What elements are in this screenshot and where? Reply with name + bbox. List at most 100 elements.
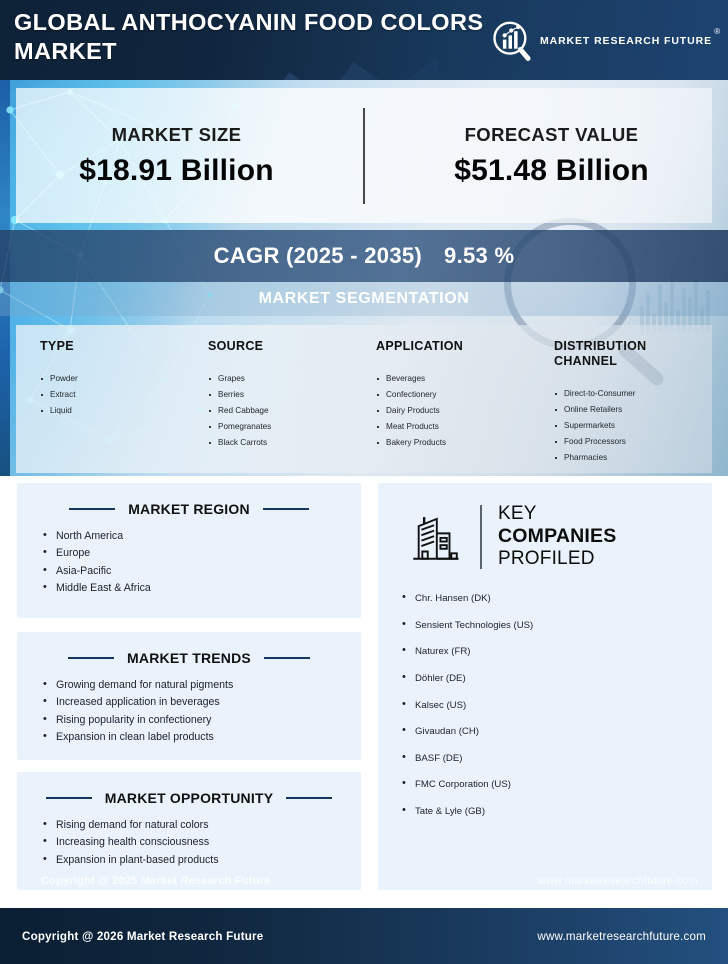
- footer-url[interactable]: www.marketresearchfuture.com: [537, 929, 706, 943]
- list-item: Powder: [40, 371, 188, 387]
- list-item: Chr. Hansen (DK): [402, 592, 712, 604]
- key-companies-title: KEY COMPANIES PROFILED: [498, 503, 616, 570]
- segmentation-column-application: APPLICATION Beverages Confectionery Dair…: [366, 339, 544, 473]
- segmentation-column-type: TYPE Powder Extract Liquid: [16, 339, 198, 473]
- segmentation-list-distribution-channel: Direct-to-Consumer Online Retailers Supe…: [554, 386, 702, 466]
- segmentation-column-title: DISTRIBUTION CHANNEL: [554, 339, 647, 368]
- list-item: Givaudan (CH): [402, 725, 712, 737]
- segmentation-column-distribution-channel: DISTRIBUTION CHANNEL Direct-to-Consumer …: [544, 339, 712, 473]
- list-item: Bakery Products: [376, 435, 534, 451]
- list-item: Confectionery: [376, 387, 534, 403]
- list-item: Expansion in clean label products: [43, 728, 361, 746]
- market-opportunity-list: Rising demand for natural colors Increas…: [43, 816, 361, 869]
- title-dash-right-icon: [286, 796, 333, 800]
- list-item: FMC Corporation (US): [402, 778, 712, 790]
- title-dash-left-icon: [45, 796, 92, 800]
- list-item: Berries: [208, 387, 356, 403]
- page-header: GLOBAL ANTHOCYANIN FOOD COLORS MARKET MA…: [0, 0, 728, 82]
- segmentation-list-application: Beverages Confectionery Dairy Products M…: [376, 371, 534, 451]
- background-bar-chart-decoration: [640, 276, 710, 332]
- brand-logo-label: MARKET RESEARCH FUTURE: [539, 35, 712, 47]
- list-item: Rising demand for natural colors: [43, 816, 361, 834]
- list-item: Rising popularity in confectionery: [43, 711, 361, 729]
- segmentation-column-title: SOURCE: [208, 339, 264, 353]
- title-dash-left-icon: [68, 656, 115, 660]
- list-item: Extract: [40, 387, 188, 403]
- list-item: Asia-Pacific: [43, 562, 361, 580]
- list-item: Naturex (FR): [402, 646, 712, 657]
- title-dash-right-icon: [262, 507, 309, 511]
- watermark-copyright: Copyright @ 2025 Market Research Future: [41, 875, 271, 887]
- list-item: Increasing health consciousness: [43, 833, 361, 851]
- page-footer: Copyright @ 2026 Market Research Future …: [0, 908, 728, 964]
- market-trends-panel: MARKET TRENDS Growing demand for natural…: [17, 632, 361, 760]
- list-item: Black Carrots: [208, 435, 356, 451]
- market-region-title: MARKET REGION: [128, 501, 250, 517]
- magnifier-bar-chart-logo-icon: [491, 20, 533, 62]
- market-region-title-row: MARKET REGION: [17, 501, 361, 517]
- registered-trademark-icon: ®: [714, 27, 721, 36]
- cagr-label: CAGR (2025 - 2035): [213, 243, 423, 268]
- key-companies-title-line2: COMPANIES: [498, 525, 617, 548]
- cagr-band: CAGR (2025 - 2035) 9.53 %: [0, 230, 728, 282]
- title-dash-left-icon: [69, 507, 116, 511]
- list-item: Europe: [43, 544, 361, 562]
- segmentation-list-source: Grapes Berries Red Cabbage Pomegranates …: [208, 371, 356, 451]
- office-building-icon: [406, 508, 464, 566]
- market-trends-list: Growing demand for natural pigments Incr…: [43, 676, 361, 746]
- watermark-url: www.marketresearchfuture.com: [537, 875, 698, 887]
- list-item: Pomegranates: [208, 419, 356, 435]
- market-trends-title: MARKET TRENDS: [127, 650, 251, 666]
- list-item: Direct-to-Consumer: [554, 386, 702, 402]
- segmentation-column-title: APPLICATION: [376, 339, 464, 353]
- list-item: Increased application in beverages: [43, 693, 361, 711]
- forecast-value-label: FORECAST VALUE: [464, 123, 639, 145]
- forecast-value-block: FORECAST VALUE $51.48 Billion: [365, 124, 712, 188]
- cagr-value: 9.53 %: [444, 243, 515, 268]
- segmentation-list-type: Powder Extract Liquid: [40, 371, 188, 419]
- market-size-value: $18.91 Billion: [79, 153, 274, 187]
- list-item: Supermarkets: [554, 418, 702, 434]
- market-opportunity-title-row: MARKET OPPORTUNITY: [17, 790, 361, 806]
- list-item: Tate & Lyle (GB): [402, 805, 712, 817]
- list-item: BASF (DE): [402, 752, 712, 764]
- market-size-block: MARKET SIZE $18.91 Billion: [16, 124, 363, 188]
- market-segmentation-heading: MARKET SEGMENTATION: [0, 282, 728, 316]
- market-region-panel: MARKET REGION North America Europe Asia-…: [17, 483, 361, 618]
- list-item: Red Cabbage: [208, 403, 356, 419]
- market-segmentation-heading-label: MARKET SEGMENTATION: [258, 290, 470, 307]
- key-companies-header: KEY COMPANIES PROFILED: [378, 483, 712, 570]
- key-companies-divider: [480, 504, 482, 569]
- list-item: Dairy Products: [376, 403, 534, 419]
- key-companies-title-line3: PROFILED: [498, 548, 595, 570]
- footer-copyright: Copyright @ 2026 Market Research Future: [22, 929, 264, 943]
- list-item: Döhler (DE): [402, 672, 712, 684]
- list-item: Grapes: [208, 371, 356, 387]
- list-item: Pharmacies: [554, 450, 702, 466]
- key-companies-list: Chr. Hansen (DK) Sensient Technologies (…: [402, 592, 712, 817]
- metrics-divider: [363, 107, 365, 204]
- market-trends-title-row: MARKET TRENDS: [17, 650, 361, 666]
- brand-logo[interactable]: MARKET RESEARCH FUTURE ®: [491, 20, 720, 62]
- list-item: Beverages: [376, 371, 534, 387]
- key-metrics-strip: MARKET SIZE $18.91 Billion FORECAST VALU…: [16, 88, 712, 223]
- brand-logo-text: MARKET RESEARCH FUTURE ®: [539, 27, 720, 47]
- list-item: Food Processors: [554, 434, 702, 450]
- title-dash-right-icon: [263, 656, 310, 660]
- list-item: Meat Products: [376, 419, 534, 435]
- list-item: Middle East & Africa: [43, 579, 361, 597]
- key-companies-panel: KEY COMPANIES PROFILED Chr. Hansen (DK) …: [378, 483, 712, 890]
- market-opportunity-panel: MARKET OPPORTUNITY Rising demand for nat…: [17, 772, 361, 890]
- list-item: Sensient Technologies (US): [402, 619, 712, 631]
- key-companies-title-line1: KEY: [498, 503, 537, 524]
- list-item: Liquid: [40, 403, 188, 419]
- forecast-value-amount: $51.48 Billion: [454, 153, 649, 187]
- list-item: Expansion in plant-based products: [43, 851, 361, 869]
- market-region-list: North America Europe Asia-Pacific Middle…: [43, 527, 361, 597]
- market-opportunity-title: MARKET OPPORTUNITY: [104, 790, 274, 806]
- list-item: North America: [43, 527, 361, 545]
- segmentation-column-title: TYPE: [40, 339, 74, 353]
- list-item: Kalsec (US): [402, 699, 712, 711]
- segmentation-panel: TYPE Powder Extract Liquid SOURCE Grapes…: [16, 325, 712, 473]
- list-item: Growing demand for natural pigments: [43, 676, 361, 694]
